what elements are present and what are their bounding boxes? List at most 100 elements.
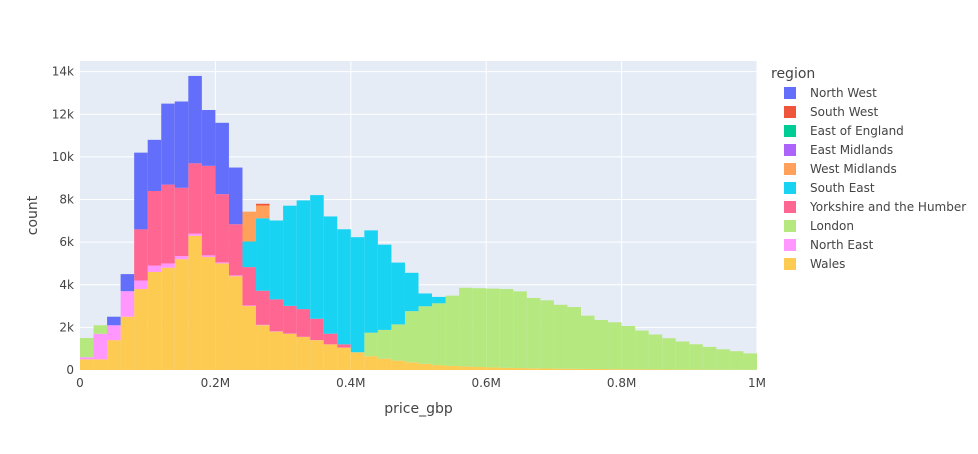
bar-wales[interactable]	[567, 369, 581, 370]
bar-north-east[interactable]	[215, 262, 229, 263]
bar-london[interactable]	[567, 307, 581, 369]
legend-item-north-east[interactable]: North East	[784, 238, 874, 252]
bar-london[interactable]	[540, 300, 554, 368]
bar-wales[interactable]	[256, 325, 270, 370]
bar-yorkshire-and-the-humber[interactable]	[134, 229, 148, 280]
bar-london[interactable]	[391, 324, 405, 360]
bar-wales[interactable]	[351, 352, 365, 370]
bar-south-east[interactable]	[351, 237, 365, 352]
bar-wales[interactable]	[215, 263, 229, 370]
bar-wales[interactable]	[148, 272, 162, 370]
bar-wales[interactable]	[188, 236, 202, 370]
bar-yorkshire-and-the-humber[interactable]	[337, 344, 351, 347]
bar-north-west[interactable]	[229, 168, 243, 225]
bar-yorkshire-and-the-humber[interactable]	[283, 306, 297, 334]
bar-london[interactable]	[378, 330, 392, 359]
bar-wales[interactable]	[419, 364, 433, 370]
bar-london[interactable]	[80, 338, 94, 357]
bar-london[interactable]	[730, 351, 744, 370]
bar-london[interactable]	[716, 349, 730, 369]
bar-wales[interactable]	[364, 356, 378, 370]
bar-yorkshire-and-the-humber[interactable]	[270, 299, 284, 331]
bar-wales[interactable]	[405, 362, 419, 370]
bar-wales[interactable]	[297, 337, 311, 370]
bar-north-west[interactable]	[188, 76, 202, 163]
bar-wales[interactable]	[121, 317, 135, 370]
bar-yorkshire-and-the-humber[interactable]	[297, 309, 311, 337]
bar-wales[interactable]	[459, 367, 473, 370]
bar-wales[interactable]	[161, 268, 175, 370]
bar-yorkshire-and-the-humber[interactable]	[215, 194, 229, 262]
bar-wales[interactable]	[324, 344, 338, 370]
bar-london[interactable]	[94, 325, 108, 334]
bar-london[interactable]	[473, 288, 487, 367]
bar-wales[interactable]	[432, 365, 446, 370]
bar-north-west[interactable]	[202, 110, 216, 166]
bar-wales[interactable]	[107, 340, 121, 370]
bar-north-west[interactable]	[134, 153, 148, 230]
legend-item-south-west[interactable]: South West	[784, 105, 878, 119]
legend-item-north-west[interactable]: North West	[784, 86, 877, 100]
bar-london[interactable]	[513, 291, 527, 368]
bar-north-east[interactable]	[202, 255, 216, 257]
legend-item-wales[interactable]: Wales	[784, 257, 845, 271]
bar-south-east[interactable]	[256, 218, 270, 290]
bar-london[interactable]	[432, 303, 446, 365]
bar-yorkshire-and-the-humber[interactable]	[256, 291, 270, 325]
bar-wales[interactable]	[554, 369, 568, 370]
bar-yorkshire-and-the-humber[interactable]	[324, 334, 338, 345]
bar-north-west[interactable]	[161, 104, 175, 185]
bar-south-east[interactable]	[270, 221, 284, 300]
bar-wales[interactable]	[473, 367, 487, 370]
bar-south-east[interactable]	[378, 245, 392, 330]
bar-london[interactable]	[486, 289, 500, 368]
bar-south-east[interactable]	[297, 200, 311, 309]
bar-wales[interactable]	[622, 369, 636, 370]
bar-north-east[interactable]	[229, 275, 243, 276]
bar-wales[interactable]	[270, 332, 284, 370]
bar-yorkshire-and-the-humber[interactable]	[148, 191, 162, 266]
bar-wales[interactable]	[175, 259, 189, 370]
bar-north-west[interactable]	[148, 140, 162, 191]
bar-london[interactable]	[676, 341, 690, 369]
bar-south-east[interactable]	[310, 195, 324, 319]
bar-yorkshire-and-the-humber[interactable]	[175, 188, 189, 256]
bar-wales[interactable]	[608, 369, 622, 370]
bar-wales[interactable]	[229, 276, 243, 370]
bar-london[interactable]	[459, 288, 473, 367]
bar-yorkshire-and-the-humber[interactable]	[188, 163, 202, 233]
legend-item-south-east[interactable]: South East	[784, 181, 875, 195]
bar-wales[interactable]	[581, 369, 595, 370]
legend-item-east-of-england[interactable]: East of England	[784, 124, 904, 138]
bar-wales[interactable]	[513, 368, 527, 370]
bar-north-east[interactable]	[94, 334, 108, 360]
bar-north-west[interactable]	[121, 274, 135, 291]
bar-south-east[interactable]	[324, 216, 338, 333]
bar-west-midlands[interactable]	[242, 212, 256, 242]
bar-wales[interactable]	[283, 334, 297, 370]
bar-north-west[interactable]	[215, 123, 229, 194]
bar-south-east[interactable]	[283, 206, 297, 306]
bar-wales[interactable]	[134, 289, 148, 370]
bar-yorkshire-and-the-humber[interactable]	[242, 267, 256, 305]
bar-north-east[interactable]	[161, 263, 175, 267]
bar-london[interactable]	[364, 333, 378, 356]
bar-yorkshire-and-the-humber[interactable]	[229, 224, 243, 275]
bar-yorkshire-and-the-humber[interactable]	[310, 319, 324, 340]
legend-item-yorkshire-and-the-humber[interactable]: Yorkshire and the Humber	[784, 200, 966, 214]
bar-wales[interactable]	[391, 361, 405, 370]
bar-wales[interactable]	[595, 369, 609, 370]
bar-north-east[interactable]	[134, 280, 148, 289]
bar-wales[interactable]	[378, 359, 392, 370]
bar-wales[interactable]	[80, 359, 94, 370]
bar-london[interactable]	[622, 326, 636, 369]
bar-south-east[interactable]	[364, 230, 378, 332]
legend-item-east-midlands[interactable]: East Midlands	[784, 143, 893, 157]
bar-london[interactable]	[500, 289, 514, 368]
bar-yorkshire-and-the-humber[interactable]	[202, 166, 216, 256]
bar-north-east[interactable]	[175, 256, 189, 259]
bar-london[interactable]	[554, 305, 568, 369]
bar-wales[interactable]	[527, 368, 541, 370]
bar-wales[interactable]	[635, 369, 649, 370]
bar-london[interactable]	[419, 306, 433, 364]
